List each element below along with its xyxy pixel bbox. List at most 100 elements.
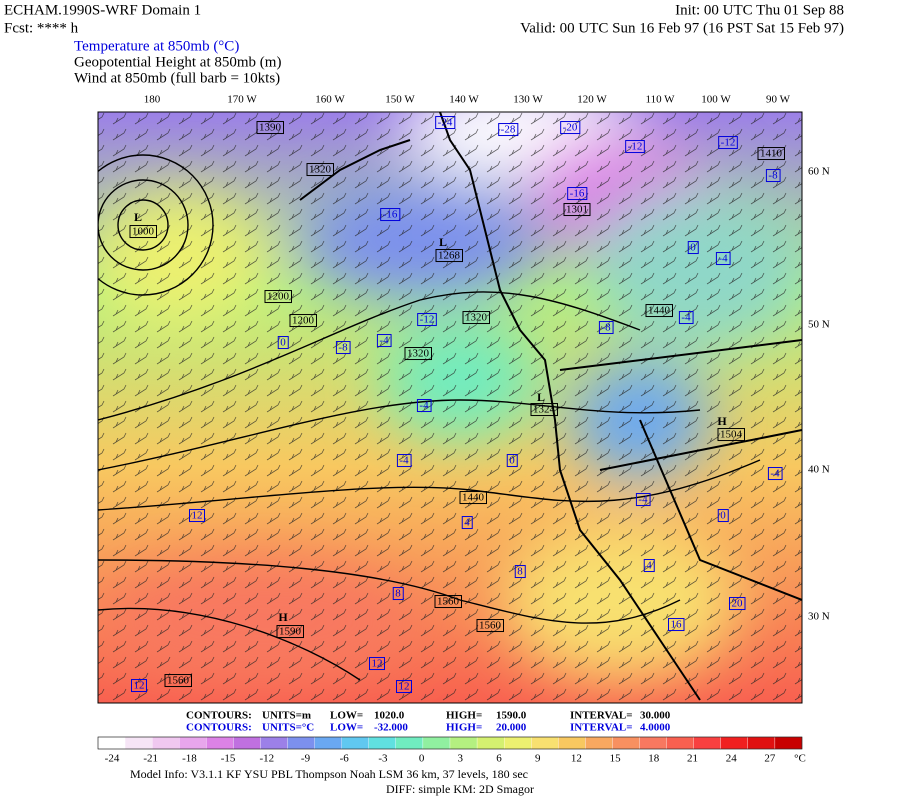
height-label-box — [289, 314, 317, 328]
temperature-label: 12 — [192, 510, 203, 522]
contour-info-item: HIGH= — [446, 722, 482, 734]
height-label-box — [462, 311, 490, 325]
colorbar-swatch — [747, 736, 776, 750]
colorbar-swatch — [124, 736, 153, 750]
temperature-label-box — [729, 597, 746, 611]
forecast-hour: Fcst: **** h — [4, 20, 79, 36]
height-label: 1440 — [462, 492, 485, 504]
temperature-label-box — [396, 454, 412, 468]
colorbar-label: -3 — [378, 753, 388, 765]
temperature-label: -12 — [420, 314, 435, 326]
contour-info-item: CONTOURS: — [186, 722, 252, 734]
colorbar-label: 6 — [496, 753, 502, 765]
lat-label: 60 N — [808, 166, 830, 178]
temperature-label-box — [392, 587, 404, 601]
colorbar-label: 12 — [571, 753, 582, 765]
temperature-label: 12 — [399, 681, 410, 693]
colorbar-label: 0 — [419, 753, 425, 765]
temperature-label: -20 — [563, 122, 578, 134]
lon-label: 160 W — [315, 94, 345, 106]
contour-info: CONTOURS: UNITS=m LOW= 1020.0 HIGH= 1590.0 INT… — [186, 710, 671, 734]
colorbar-swatch — [260, 736, 288, 750]
height-label-box — [434, 595, 462, 609]
temperature-label: -4 — [419, 400, 429, 412]
temperature-label-box — [131, 679, 147, 693]
temperature-label-box — [461, 516, 473, 530]
colorbar-swatch — [422, 736, 451, 750]
colorbar: -24 -21 -18 -15 -12 -9 -6 -3 0 3 6 9 12 15 18 21 24 27 °C — [97, 736, 806, 765]
temperature-label: 12 — [134, 680, 145, 692]
lon-label: 180 — [144, 94, 161, 106]
temperature-label: 0 — [720, 510, 726, 522]
contour-info-item: -32.000 — [374, 722, 408, 734]
lon-label: 120 W — [577, 94, 607, 106]
temperature-label: -16 — [570, 188, 585, 200]
colorbar-label: 18 — [648, 753, 660, 765]
map-field — [98, 112, 802, 703]
contour-info-item: UNITS=°C — [262, 722, 314, 734]
height-label: 1200 — [267, 291, 290, 303]
height-label-box — [530, 403, 558, 417]
contour-info-item: LOW= — [330, 722, 363, 734]
height-label: 1390 — [259, 122, 282, 134]
colorbar-swatch — [639, 736, 667, 750]
colorbar-swatch — [774, 736, 803, 750]
contour-info-item: CONTOURS: — [186, 710, 252, 722]
height-label: 1560 — [437, 596, 460, 608]
colorbar-swatch — [395, 736, 424, 750]
valid-time: Valid: 00 UTC Sun 16 Feb 97 (16 PST Sat … — [520, 20, 844, 36]
temperature-label: -4 — [770, 468, 780, 480]
colorbar-swatch — [314, 736, 342, 750]
height-label: 1320 — [465, 312, 488, 324]
colorbar-label: 24 — [726, 753, 738, 765]
temperature-label: -8 — [338, 342, 348, 354]
temperature-label-box — [560, 121, 581, 135]
temperature-label: -4 — [638, 494, 648, 506]
colorbar-swatch — [612, 736, 640, 750]
temperature-label-box — [369, 657, 385, 671]
colorbar-swatch — [693, 736, 721, 750]
colorbar-swatch — [287, 736, 315, 750]
temperature-label-box — [189, 509, 205, 523]
contour-info-item: 1020.0 — [374, 710, 405, 722]
height-label: 1000 — [132, 226, 155, 238]
temperature-label: -12 — [721, 137, 736, 149]
temperature-label: 0 — [280, 337, 286, 349]
temperature-label-box — [718, 136, 738, 150]
temperature-label-box — [767, 467, 783, 481]
temperature-label: 0 — [690, 242, 696, 254]
lat-label: 40 N — [808, 464, 830, 476]
colorbar-swatch — [341, 736, 369, 750]
height-label-box — [435, 249, 463, 263]
lon-label: 90 W — [766, 94, 791, 106]
height-label: 1560 — [479, 620, 502, 632]
lon-label: 110 W — [645, 94, 675, 106]
colorbar-swatch — [476, 736, 505, 750]
temperature-label-box — [417, 313, 437, 327]
colorbar-swatch — [449, 736, 478, 750]
height-label-box — [276, 625, 304, 639]
temperature-label: -28 — [501, 124, 516, 136]
colorbar-unit: °C — [794, 753, 806, 765]
colorbar-swatch — [558, 736, 586, 750]
colorbar-swatch — [666, 736, 694, 750]
lon-label: 150 W — [385, 94, 415, 106]
temperature-label-box — [678, 311, 694, 325]
temperature-label: 16 — [671, 619, 683, 631]
temperature-label: -4 — [399, 455, 409, 467]
height-label-box — [404, 347, 432, 361]
model-info: Model Info: V3.1.1 KF YSU PBL Thompson N… — [130, 767, 528, 781]
colorbar-frame — [97, 736, 803, 750]
temperature-label-box — [643, 559, 655, 573]
contour-info-item: 1590.0 — [496, 710, 527, 722]
contour-info-item: 4.0000 — [640, 722, 671, 734]
colorbar-swatch — [97, 736, 126, 750]
wind-barbs — [98, 112, 802, 703]
temperature-label: 8 — [517, 566, 523, 578]
temperature-label-box — [668, 618, 685, 632]
height-label: 1320 — [309, 164, 332, 176]
temperature-label-box — [376, 334, 392, 348]
lat-label: 30 N — [808, 611, 830, 623]
